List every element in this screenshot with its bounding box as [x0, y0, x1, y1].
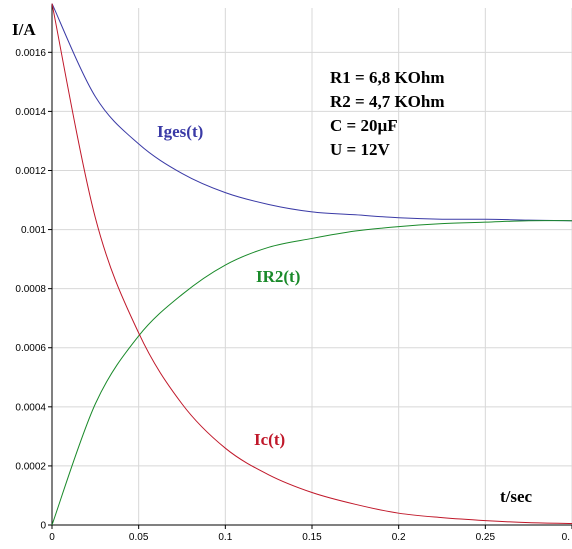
annotation-r1: R1 = 6,8 KOhm [330, 68, 445, 87]
y-tick-label: 0.0014 [15, 107, 46, 118]
x-tick-label: 0 [49, 532, 55, 543]
x-tick-label: 0.15 [302, 532, 322, 543]
x-tick-label: 0.1 [218, 532, 232, 543]
series-lines [51, 3, 572, 526]
annotation-r2: R2 = 4,7 KOhm [330, 92, 445, 111]
y-tick-label: 0.0006 [15, 343, 46, 354]
grid-lines [52, 8, 572, 525]
y-axis-label: I/A [12, 20, 36, 39]
annotation-u: U = 12V [330, 140, 390, 159]
y-tick-label: 0.0012 [15, 166, 46, 177]
series-label-2: Ic(t) [254, 430, 285, 449]
series-line-1 [51, 220, 572, 526]
x-tick-label: 0.05 [129, 532, 149, 543]
series-labels: Iges(t) IR2(t) Ic(t) [157, 122, 300, 449]
x-tick-labels: 0 0.05 0.1 0.15 0.2 0.25 0. [49, 532, 570, 543]
series-label-0: Iges(t) [157, 122, 203, 141]
series-line-0 [51, 3, 572, 222]
y-tick-label: 0 [40, 521, 46, 532]
x-axis-label: t/sec [500, 487, 533, 506]
x-tick-label: 0.25 [476, 532, 496, 543]
y-tick-label: 0.0008 [15, 284, 46, 295]
x-tick-label: 0.2 [392, 532, 406, 543]
y-tick-label: 0.001 [21, 225, 46, 236]
parameter-annotations: R1 = 6,8 KOhm R2 = 4,7 KOhm C = 20µF U =… [330, 68, 445, 159]
axes [48, 4, 572, 529]
annotation-c: C = 20µF [330, 116, 398, 135]
x-tick-label: 0. [562, 532, 570, 543]
y-tick-label: 0.0016 [15, 48, 46, 59]
y-tick-label: 0.0004 [15, 402, 46, 413]
series-label-1: IR2(t) [256, 267, 300, 286]
y-tick-labels: 0 0.0002 0.0004 0.0006 0.0008 0.001 0.0012 0.00… [15, 48, 46, 532]
y-tick-label: 0.0002 [15, 461, 46, 472]
series-line-2 [51, 3, 572, 525]
